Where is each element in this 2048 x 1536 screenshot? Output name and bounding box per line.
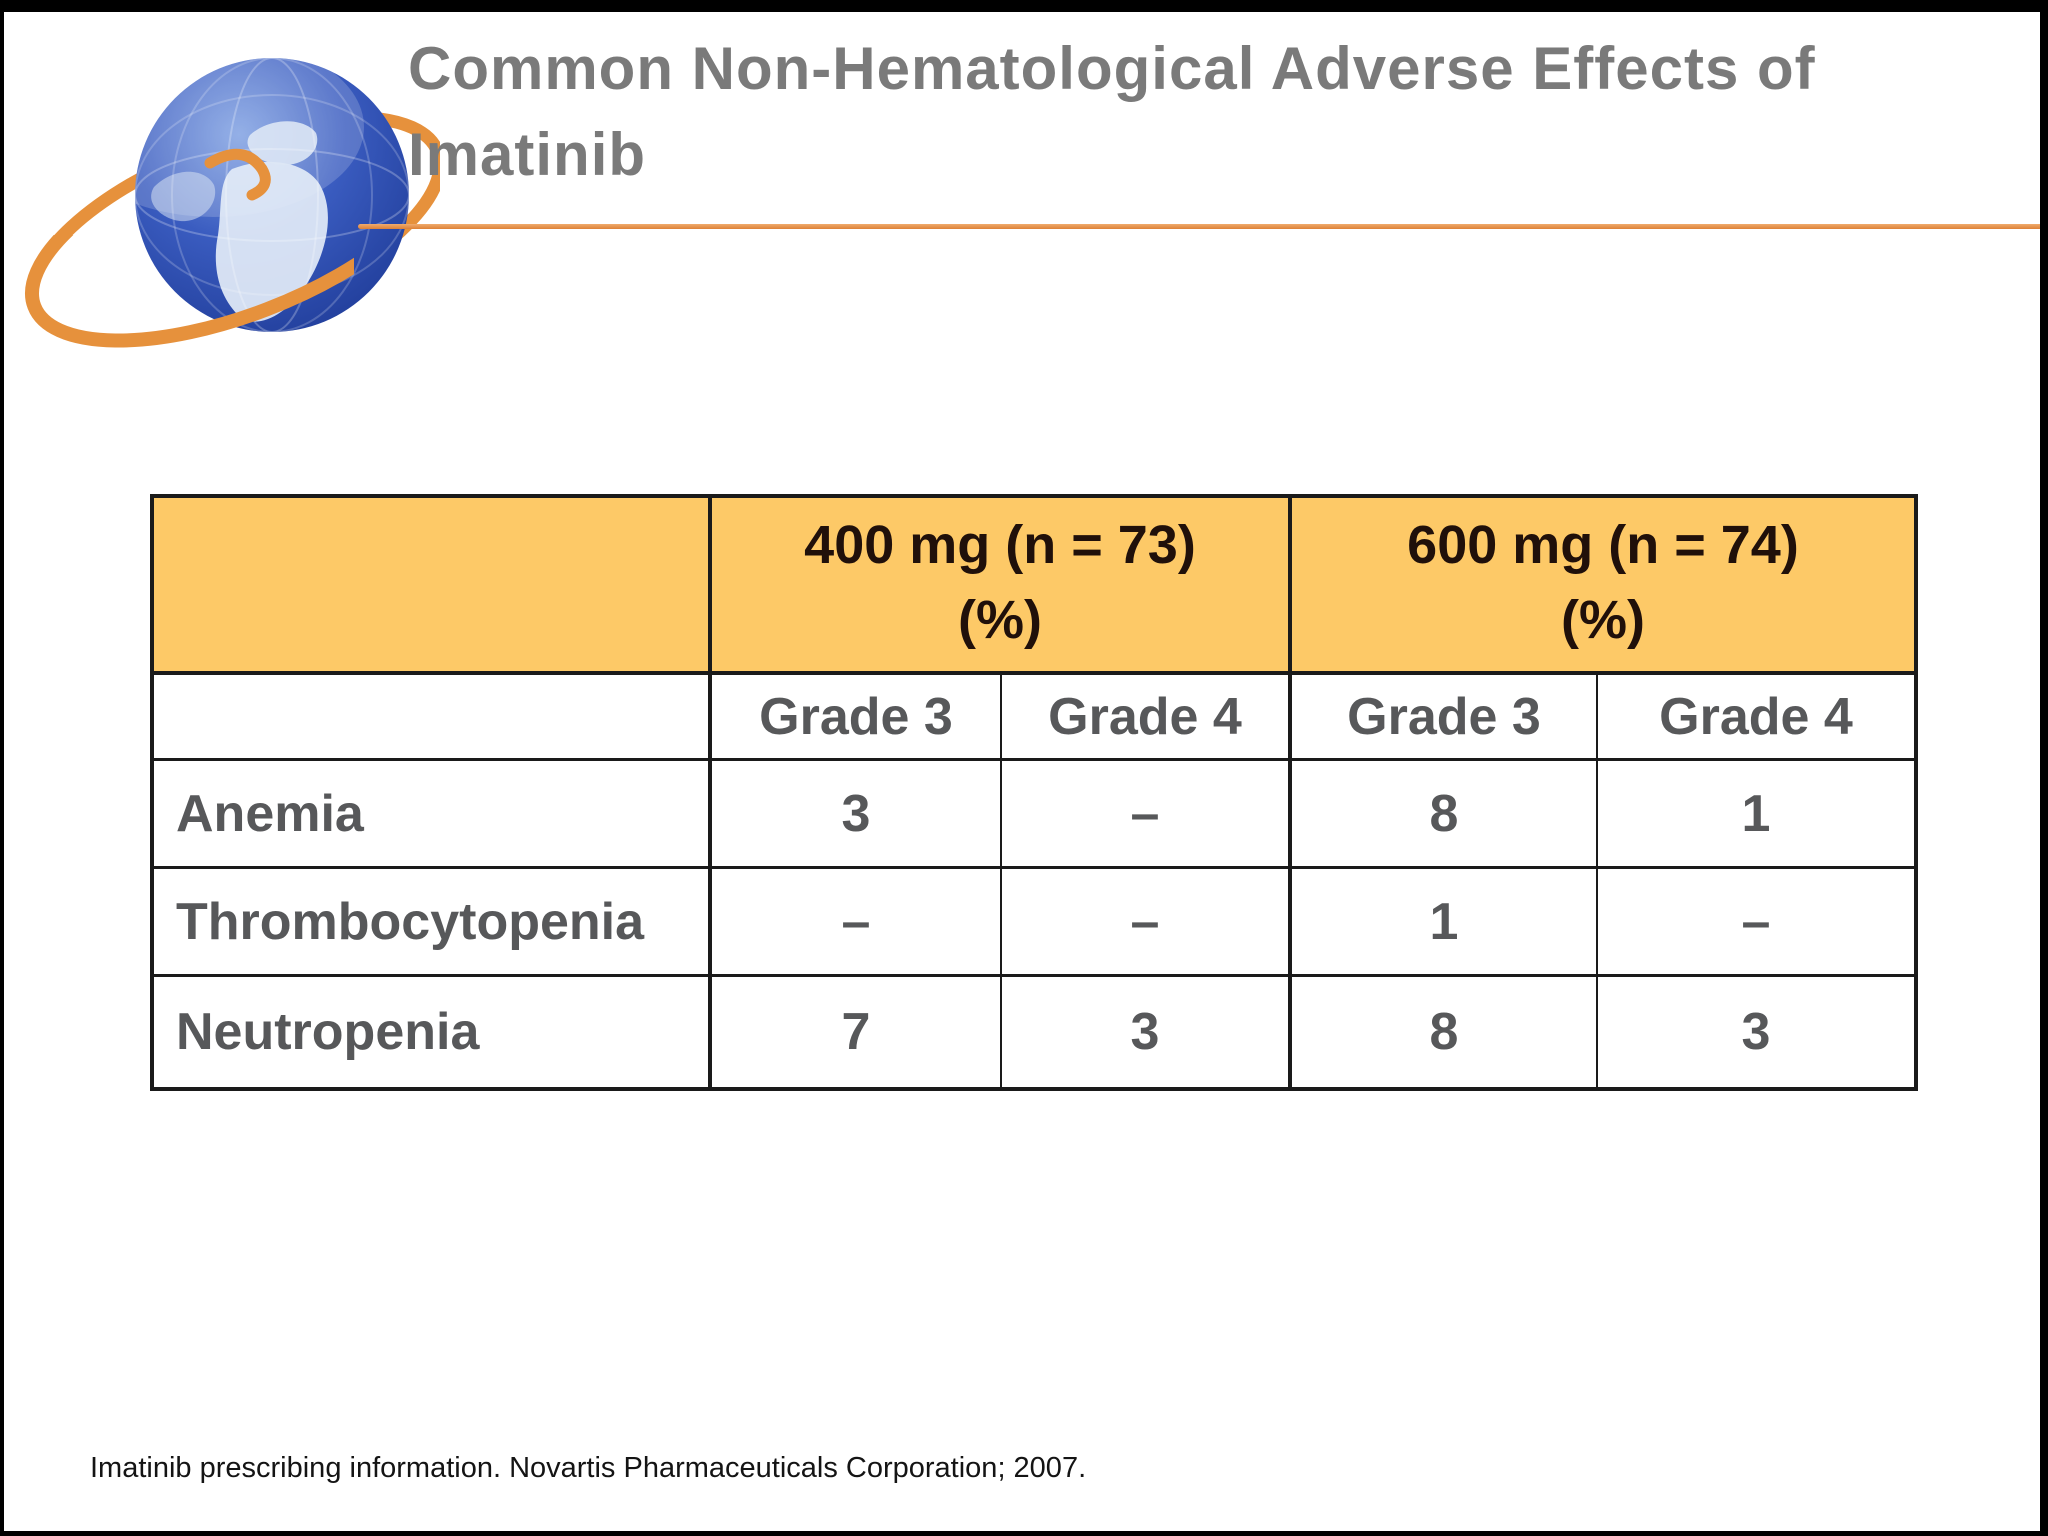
- column-group-600mg: 600 mg (n = 74) (%): [1292, 498, 1914, 675]
- column-group-title: 600 mg (n = 74): [1407, 515, 1799, 576]
- table-cell: 8: [1292, 977, 1598, 1087]
- table-cell: 3: [1002, 977, 1292, 1087]
- subheader-grade3-400: Grade 3: [712, 675, 1002, 761]
- table-cell: 1: [1292, 869, 1598, 977]
- page-title: Common Non-Hematological Adverse Effects…: [408, 35, 1816, 188]
- table-cell: 1: [1598, 761, 1914, 869]
- adverse-effects-table: 400 mg (n = 73) (%) 600 mg (n = 74) (%) …: [150, 494, 1918, 1091]
- column-group-subtitle: (%): [1561, 589, 1645, 650]
- column-group-subtitle: (%): [958, 589, 1042, 650]
- column-group-400mg: 400 mg (n = 73) (%): [712, 498, 1292, 675]
- subheader-grade3-600: Grade 3: [1292, 675, 1598, 761]
- title-rule: [358, 224, 2040, 229]
- table-cell: 7: [712, 977, 1002, 1087]
- table-cell: 8: [1292, 761, 1598, 869]
- subheader-grade4-600: Grade 4: [1598, 675, 1914, 761]
- table-cell: –: [1002, 761, 1292, 869]
- globe-logo-icon: [25, 58, 440, 348]
- row-label: Neutropenia: [154, 977, 712, 1087]
- table-cell: –: [1002, 869, 1292, 977]
- table-cell: 3: [1741, 1003, 1771, 1061]
- table-cell: 3: [712, 761, 1002, 869]
- table-cell: –: [1598, 869, 1914, 977]
- subheader-grade4-400: Grade 4: [1002, 675, 1292, 761]
- column-group-title: 400 mg (n = 73): [804, 515, 1196, 576]
- footer-citation: Imatinib prescribing information. Novart…: [90, 1452, 1087, 1484]
- table-cell: –: [712, 869, 1002, 977]
- table-corner-cell: [154, 498, 712, 675]
- subheader-empty-cell: [154, 675, 712, 761]
- row-label: Thrombocytopenia: [154, 869, 712, 977]
- row-label: Anemia: [154, 761, 712, 869]
